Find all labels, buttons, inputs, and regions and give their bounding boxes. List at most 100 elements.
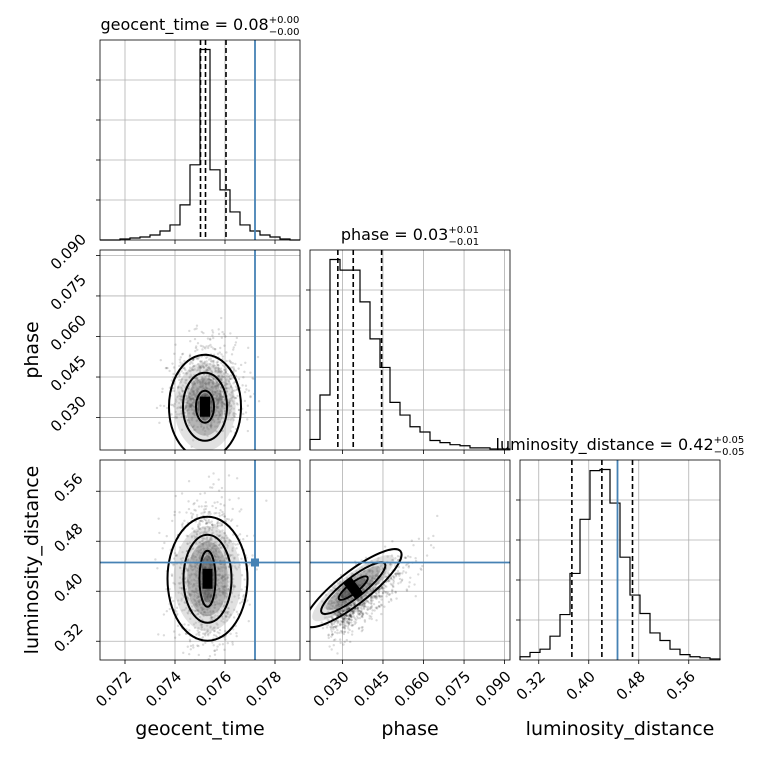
sample-point <box>228 405 231 408</box>
sample-point <box>364 601 368 604</box>
sample-point <box>185 511 188 514</box>
sample-point <box>175 396 179 399</box>
sample-point <box>337 619 340 623</box>
sample-point <box>348 613 352 617</box>
sample-point <box>409 555 412 559</box>
sample-point <box>223 589 227 593</box>
sample-point <box>345 590 349 593</box>
sample-point <box>231 643 234 646</box>
sample-point <box>186 418 190 422</box>
sample-point <box>356 583 360 586</box>
sample-point <box>224 614 228 618</box>
sample-point <box>244 384 248 387</box>
sample-point <box>192 401 195 404</box>
sample-point <box>235 568 239 571</box>
sample-point <box>368 607 371 611</box>
sample-point <box>186 420 189 423</box>
sample-point <box>210 520 214 523</box>
sample-point <box>329 602 333 606</box>
sample-point <box>189 599 192 603</box>
sample-point <box>222 417 225 420</box>
sample-point <box>357 626 361 630</box>
sample-point <box>220 619 223 623</box>
sample-point <box>214 391 217 394</box>
sample-point <box>212 336 215 340</box>
sample-point <box>360 626 363 629</box>
sample-point <box>219 393 222 397</box>
sample-point <box>344 599 347 603</box>
sample-point <box>335 604 338 607</box>
density-peak <box>343 577 364 600</box>
sample-point <box>190 605 194 608</box>
sample-point <box>203 591 207 594</box>
sample-point <box>333 595 337 598</box>
sample-point <box>198 370 202 373</box>
sample-point <box>375 567 379 570</box>
sample-point <box>209 565 213 569</box>
sample-point <box>227 541 231 544</box>
sample-point <box>345 617 349 621</box>
sample-point <box>155 406 159 410</box>
sample-point <box>341 631 344 634</box>
sample-point <box>188 629 191 632</box>
sample-point <box>210 423 213 427</box>
sample-point <box>332 586 336 590</box>
sample-point <box>162 404 166 408</box>
sample-point <box>203 393 207 396</box>
sample-point <box>222 588 226 592</box>
sample-point <box>190 388 193 392</box>
sample-point <box>374 574 378 577</box>
sample-point <box>343 609 346 612</box>
sample-point <box>344 595 347 598</box>
sample-point <box>237 566 240 569</box>
sample-point <box>209 338 212 341</box>
sample-point <box>339 623 342 626</box>
sample-point <box>395 572 398 575</box>
sample-point <box>217 392 220 395</box>
sample-point <box>352 616 356 619</box>
sample-point <box>218 394 222 398</box>
sample-point <box>161 390 164 394</box>
sample-point <box>224 540 227 543</box>
sample-point <box>223 409 227 413</box>
sample-point <box>196 608 199 612</box>
sample-point <box>183 381 186 384</box>
sample-point <box>200 623 203 626</box>
sample-point <box>225 589 228 592</box>
sample-point <box>211 486 214 489</box>
sample-point <box>215 385 218 389</box>
sample-point <box>387 580 390 583</box>
sample-point <box>186 569 190 572</box>
sample-point <box>354 621 358 624</box>
sample-point <box>224 573 228 576</box>
sample-point <box>355 607 358 611</box>
sample-point <box>223 344 226 347</box>
sample-point <box>222 586 225 589</box>
sample-point <box>212 379 215 383</box>
sample-point <box>206 597 209 601</box>
sample-point <box>184 404 188 407</box>
sample-point <box>195 533 199 536</box>
sample-point <box>178 394 181 397</box>
sample-point <box>405 588 409 591</box>
sample-point <box>225 594 228 598</box>
sample-point <box>217 400 220 403</box>
sample-point <box>216 369 219 373</box>
sample-point <box>361 595 365 599</box>
sample-point <box>209 595 213 599</box>
sample-point <box>370 579 374 582</box>
sample-point <box>369 590 373 593</box>
sample-point <box>180 523 184 527</box>
sample-point <box>370 601 373 605</box>
sample-point <box>196 356 199 360</box>
sample-point <box>391 540 394 543</box>
sample-point <box>208 556 211 559</box>
sample-point <box>231 574 235 577</box>
sample-point <box>207 475 211 478</box>
sample-point <box>338 638 342 641</box>
sample-point <box>349 614 352 618</box>
sample-point <box>341 593 345 597</box>
sample-point <box>220 556 223 559</box>
sample-point <box>219 413 222 417</box>
sample-point <box>242 537 245 541</box>
